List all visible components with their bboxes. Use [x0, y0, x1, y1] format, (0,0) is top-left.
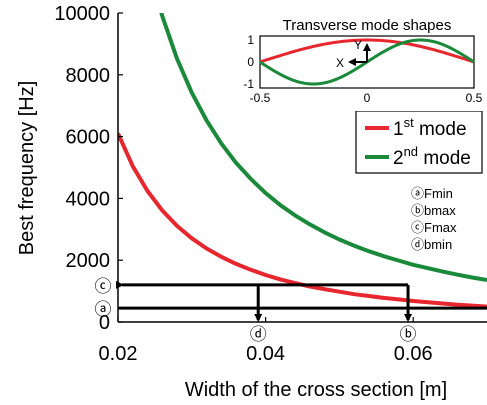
inset-y-tick-label: 1: [247, 33, 254, 47]
y-axis-label: Best frequency [Hz]: [16, 81, 38, 256]
x-tick-label: 0.04: [246, 343, 285, 365]
inset-y-axis-label: Y: [354, 38, 362, 52]
legend-label-base: 2: [393, 148, 404, 169]
marker-a: ⓐ: [95, 300, 112, 319]
inset-x-axis-label: X: [336, 56, 344, 70]
x-tick-label: 0.06: [394, 343, 433, 365]
legend-box: [355, 110, 483, 174]
y-tick-label: 0: [99, 312, 110, 334]
legend-label-superscript: st: [404, 115, 415, 130]
y-tick-label: 6000: [66, 127, 111, 149]
second-mode-curve: [159, 13, 487, 282]
marker-d: ⓓ: [250, 325, 267, 344]
marker-b: ⓑ: [400, 325, 417, 344]
legend-label-rest: mode: [414, 119, 467, 140]
annotation-key-entry: ⓓbmin: [411, 237, 452, 252]
x-tick-label: 0.02: [99, 343, 138, 365]
inset-x-tick-label: 0: [364, 91, 371, 105]
annotation-key-entry: ⓑbmax: [411, 203, 456, 218]
y-tick-label: 2000: [66, 250, 111, 272]
inset-title: Transverse mode shapes: [283, 17, 452, 34]
annotation-key-entry: ⓐFmin: [411, 186, 453, 201]
y-tick-label: 4000: [66, 188, 111, 210]
legend-label-superscript: nd: [404, 144, 418, 159]
annotation-key-entry: ⓒFmax: [411, 220, 457, 235]
marker-c: ⓒ: [95, 277, 112, 296]
legend-label: 2nd mode: [393, 144, 471, 169]
inset-y-tick-label: -1: [243, 77, 254, 91]
y-tick-label: 8000: [66, 65, 111, 87]
x-axis-label: Width of the cross section [m]: [185, 379, 447, 401]
inset-x-tick-label: -0.5: [250, 91, 271, 105]
inset-x-tick-label: 0.5: [466, 91, 483, 105]
y-tick-label: 10000: [54, 3, 110, 25]
legend-label: 1st mode: [393, 115, 467, 140]
inset-y-tick-label: 0: [247, 55, 254, 69]
legend-label-base: 1: [393, 119, 404, 140]
inset-first-mode-curve: [259, 38, 475, 64]
legend-label-rest: mode: [418, 148, 471, 169]
